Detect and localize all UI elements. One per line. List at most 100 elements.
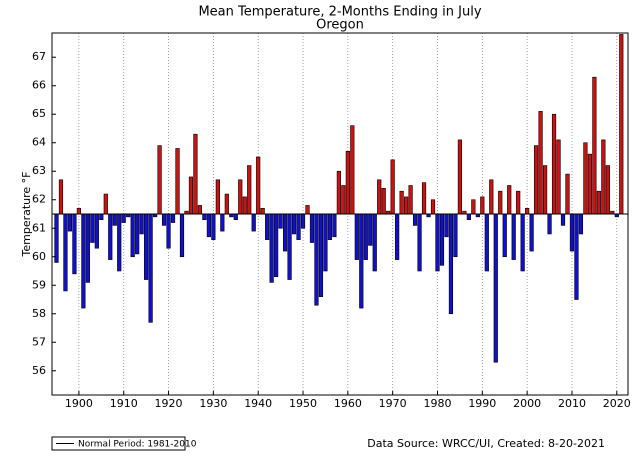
bar [274, 213, 279, 278]
bar [596, 190, 601, 215]
x-tick-label: 1970 [379, 397, 407, 410]
x-tick-label: 2010 [558, 397, 586, 410]
bar [489, 179, 494, 215]
bar [238, 179, 243, 215]
bar [502, 213, 507, 258]
y-tick-label: 63 [32, 164, 46, 177]
bar [560, 213, 566, 226]
bar [58, 179, 64, 215]
bar [247, 165, 252, 215]
bar [260, 207, 265, 215]
bar [314, 213, 319, 306]
bar [493, 213, 498, 363]
bar [556, 139, 561, 215]
bar [439, 213, 445, 266]
bar [309, 213, 315, 243]
bar [108, 213, 113, 260]
bar [390, 159, 395, 215]
bar [565, 173, 570, 215]
bar [318, 213, 324, 297]
bar [345, 150, 350, 215]
bar [81, 213, 86, 309]
bar [269, 213, 274, 283]
bar [471, 199, 476, 215]
y-tick-label: 58 [32, 307, 46, 320]
bar [377, 179, 382, 215]
bar [256, 156, 261, 215]
bar [372, 213, 377, 272]
bar [516, 190, 521, 215]
bar [99, 213, 104, 221]
data-source: Data Source: WRCC/UI, Created: 8-20-2021 [367, 437, 605, 450]
bar [206, 213, 211, 238]
bar [507, 185, 512, 215]
bar [327, 213, 333, 240]
bar [547, 213, 552, 235]
x-tick-label: 1900 [65, 397, 93, 410]
x-tick-label: 1950 [289, 397, 317, 410]
y-tick-label: 60 [32, 250, 46, 263]
bar [408, 185, 413, 215]
bar [197, 205, 203, 215]
bar [453, 213, 458, 258]
bar [412, 213, 418, 226]
bar [278, 213, 283, 229]
y-tick-label: 67 [32, 50, 46, 63]
bar [300, 213, 306, 229]
bar [435, 213, 440, 272]
bar [117, 213, 122, 272]
bar [296, 213, 301, 240]
y-tick-label: 66 [32, 79, 46, 92]
bar [170, 213, 176, 223]
chart-title: Mean Temperature, 2-Months Ending in Jul… [198, 5, 481, 20]
y-tick-label: 59 [32, 278, 46, 291]
bar [466, 213, 471, 221]
x-tick-label: 1920 [155, 397, 183, 410]
bar [112, 213, 117, 226]
bar [90, 213, 95, 243]
y-tick-label: 64 [32, 136, 46, 149]
bar [305, 205, 310, 215]
bar [525, 207, 530, 215]
bar [72, 213, 77, 275]
x-tick-label: 1940 [244, 397, 272, 410]
bar [520, 213, 525, 272]
x-tick-label: 2000 [513, 397, 541, 410]
y-tick-label: 62 [32, 193, 46, 206]
bar [551, 113, 557, 215]
plot-frame [51, 32, 629, 396]
x-tick-label: 1910 [110, 397, 138, 410]
bar [448, 213, 454, 315]
bar [148, 213, 153, 323]
bar [457, 139, 462, 215]
bar [359, 213, 364, 309]
bar [381, 188, 386, 215]
bar [336, 170, 341, 215]
x-tick-label: 1990 [468, 397, 496, 410]
bar [569, 213, 575, 252]
x-tick-label: 2020 [603, 397, 631, 410]
bar [350, 125, 355, 215]
bar [220, 213, 225, 232]
bar [368, 213, 373, 246]
bar [399, 190, 404, 215]
bar [444, 213, 449, 238]
bar [538, 111, 543, 215]
chart-subtitle: Oregon [316, 18, 364, 33]
legend-label: Normal Period: 1981-2010 [78, 440, 197, 450]
bar [542, 165, 548, 215]
bar [484, 213, 489, 272]
bar [511, 213, 516, 260]
x-tick-label: 1930 [199, 397, 227, 410]
bar [363, 213, 368, 260]
bar [166, 213, 171, 249]
bar [587, 153, 592, 215]
bar [215, 179, 220, 215]
bar [417, 213, 422, 272]
bar [480, 196, 485, 215]
bar [498, 190, 503, 215]
bar [135, 213, 140, 255]
y-tick-label: 61 [32, 221, 46, 234]
bar [175, 148, 180, 215]
